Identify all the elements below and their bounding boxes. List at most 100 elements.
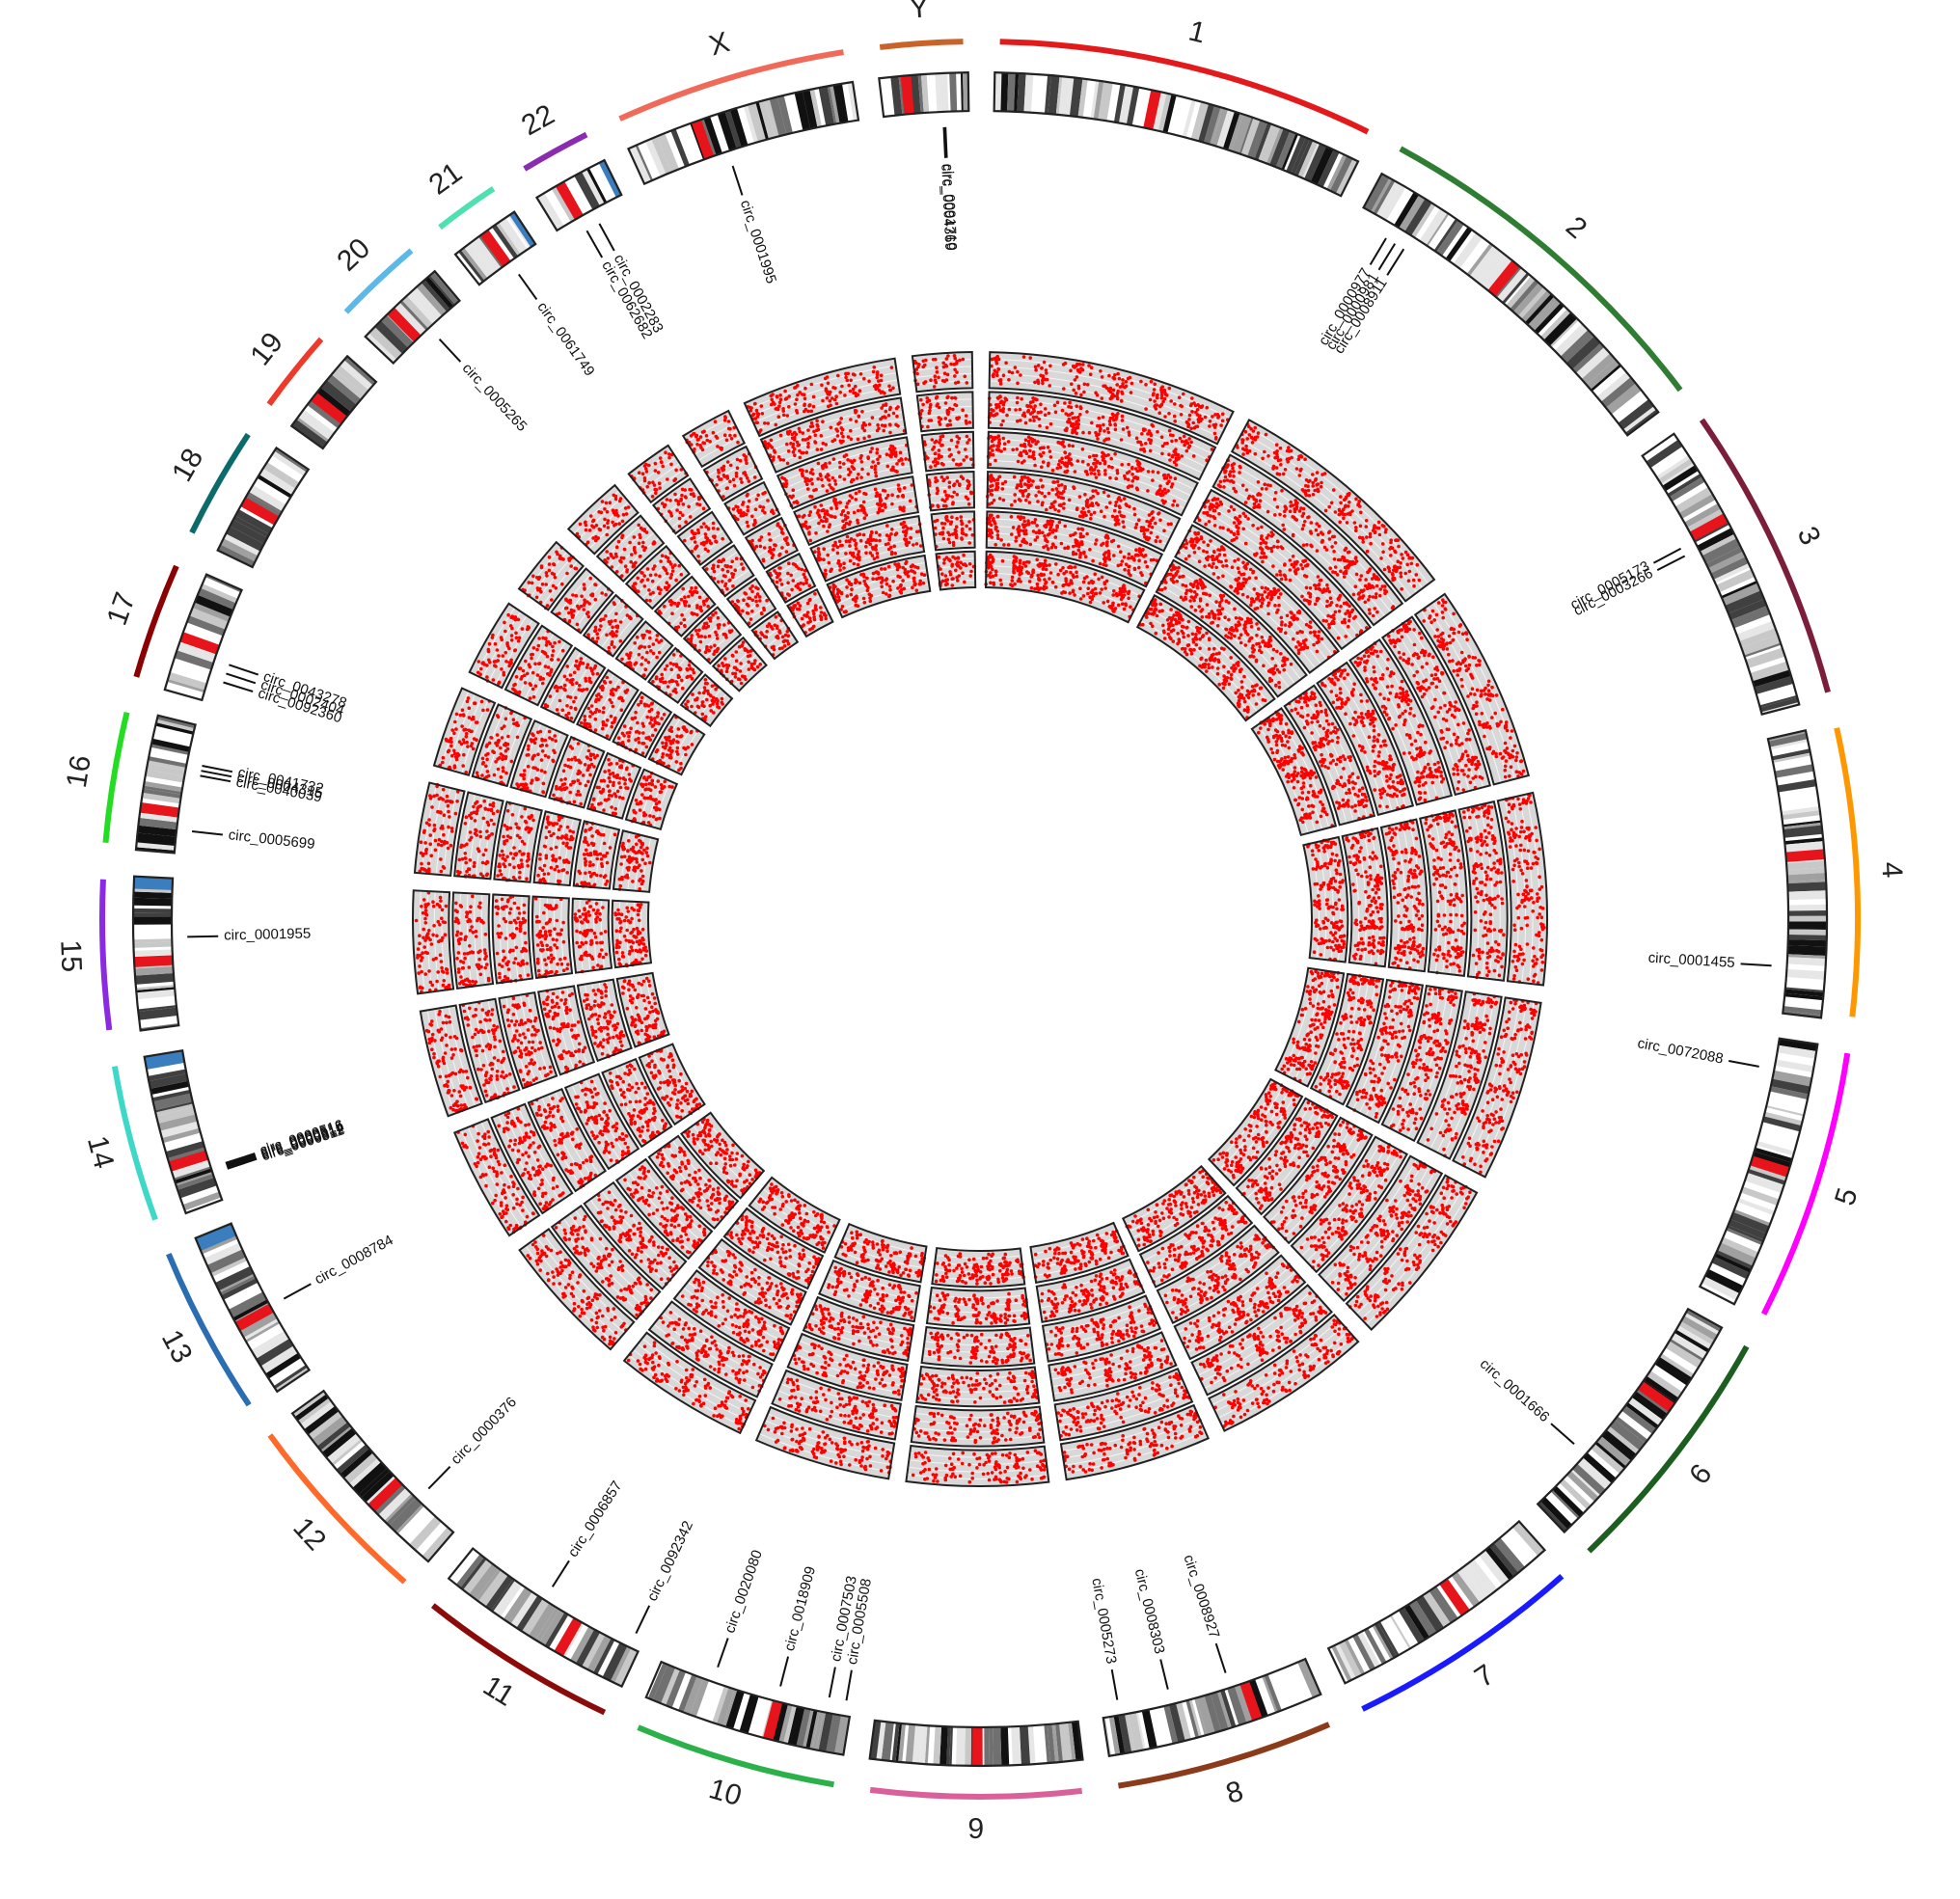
track-segment-chr-4 <box>1457 800 1509 982</box>
track-segment-chr-2 <box>1211 453 1404 627</box>
chromosome-arc-x <box>618 49 844 122</box>
scatter-points <box>1211 1081 1300 1180</box>
chromosome-label-2: 2 <box>1560 210 1592 245</box>
track-segment-chr-18 <box>575 668 640 742</box>
annotation-circ-0005265: circ_0005265 <box>438 339 531 435</box>
chromosome-arc-5 <box>1760 1052 1851 1316</box>
track-segment-chr-12 <box>647 1134 740 1231</box>
chromosome-arc-14 <box>111 1066 158 1221</box>
chromosome-label-4: 4 <box>1875 861 1908 879</box>
scatter-points <box>1045 1302 1158 1357</box>
track-segment-chr-15 <box>611 899 653 969</box>
scatter-points <box>767 561 812 601</box>
track-segment-chr-9 <box>925 1286 1031 1328</box>
scatter-points <box>777 1377 899 1436</box>
track-segment-chr-6 <box>1290 1135 1408 1274</box>
annotation-leader-line <box>227 1157 258 1170</box>
annotation-label: circ_0001955 <box>224 926 311 944</box>
track-segment-chr-18 <box>504 624 574 707</box>
scatter-points <box>608 1063 668 1144</box>
scatter-points <box>1504 793 1546 985</box>
centromere <box>555 180 584 220</box>
annotation-leader-line <box>226 1156 258 1169</box>
track-segment-chr-12 <box>518 1228 636 1351</box>
annotation-leader-line <box>229 664 259 676</box>
annotation-leader-line <box>944 126 948 158</box>
annotation-circ-0001955: circ_0001955 <box>187 926 311 944</box>
scatter-points <box>1182 1262 1301 1351</box>
annotation-circ-0008927: circ_0008927 <box>1180 1553 1227 1673</box>
track-segment-chr-11 <box>647 1300 774 1398</box>
scatter-points <box>984 553 1141 619</box>
track-segment-chr-14 <box>537 985 596 1076</box>
track-segment-chr-3 <box>1283 684 1376 827</box>
annotation-label: circ_0000376 <box>448 1394 520 1468</box>
track-segment-chr-12 <box>550 1204 662 1321</box>
chromosome-label-8: 8 <box>1222 1776 1246 1810</box>
scatter-points <box>554 1214 654 1317</box>
scatter-points <box>985 513 1159 585</box>
chromosome-color-ring <box>99 39 1862 1800</box>
ideogram-chr-15 <box>131 875 180 1032</box>
annotation-label: circ_0072088 <box>1636 1035 1725 1067</box>
track-segment-chr-1 <box>986 471 1182 553</box>
scatter-points <box>796 483 918 543</box>
track-segment-chr-21 <box>676 510 734 567</box>
annotation-label: circ_0004369 <box>938 163 958 251</box>
scatter-points <box>757 1182 836 1250</box>
annotation-label: circ_0008303 <box>1131 1567 1168 1656</box>
chromosome-label-20: 20 <box>331 232 376 278</box>
track-segment-chr-2 <box>1174 524 1341 674</box>
chromosome-arc-19 <box>266 337 324 406</box>
scatter-points <box>574 493 631 547</box>
annotation-label: circ_0092342 <box>644 1518 696 1604</box>
scatter-points <box>927 475 975 509</box>
track-segment-chr-10 <box>786 1332 909 1401</box>
centromere <box>1143 90 1161 130</box>
track-segment-chr-5 <box>1274 966 1346 1088</box>
track-segment-chr-3 <box>1380 615 1492 797</box>
ideogram-chr-22 <box>534 158 623 232</box>
scatter-points <box>502 993 553 1088</box>
track-segment-chr-12 <box>583 1180 688 1290</box>
annotation-circ-0008784: circ_0008784 <box>283 1232 396 1300</box>
scatter-points <box>530 1097 598 1189</box>
annotation-leader-line <box>1740 963 1772 967</box>
track-segment-chr-11 <box>748 1176 841 1254</box>
chromosome-label-5: 5 <box>1829 1184 1865 1209</box>
track-segment-chr-2 <box>1135 593 1276 722</box>
scatter-points <box>1330 1160 1437 1296</box>
annotation-label: circ_0005265 <box>459 360 531 434</box>
scatter-points <box>780 443 912 507</box>
track-segment-chr-2 <box>1230 419 1436 603</box>
track-segment-chr-14 <box>458 997 521 1104</box>
centromere <box>133 955 174 967</box>
annotation-leader-line <box>1369 237 1387 266</box>
ideogram-chr-x <box>626 80 860 186</box>
scatter-points <box>1062 1409 1204 1474</box>
annotation-label: circ_0001995 <box>737 198 779 285</box>
annotation-label: circ_0091710 <box>939 163 960 251</box>
annotation-leader-line <box>427 1466 451 1490</box>
track-segment-chr-8 <box>1029 1221 1130 1285</box>
track-segment-chr-22 <box>723 480 781 536</box>
annotation-label: circ_0008927 <box>1180 1553 1222 1641</box>
scatter-points <box>1426 991 1499 1158</box>
centromere <box>763 1700 783 1741</box>
annotation-label: circ_0005699 <box>228 827 315 853</box>
chromosome-arc-1 <box>999 39 1370 135</box>
annotation-circ-0092342: circ_0092342 <box>635 1518 696 1635</box>
scatter-points <box>596 1190 679 1286</box>
scatter-points <box>543 657 600 720</box>
track-segment-chr-13 <box>490 1102 574 1215</box>
annotation-leader-line <box>226 1154 257 1167</box>
track-segment-chr-3 <box>1413 592 1531 786</box>
scatter-points <box>1125 1169 1223 1248</box>
scatter-points <box>1240 1100 1335 1210</box>
scatter-points <box>1352 980 1421 1119</box>
scatter-points <box>1213 1318 1355 1428</box>
chromosome-label-12: 12 <box>286 1511 332 1557</box>
scatter-points <box>603 523 657 579</box>
scatter-points <box>623 1165 707 1255</box>
